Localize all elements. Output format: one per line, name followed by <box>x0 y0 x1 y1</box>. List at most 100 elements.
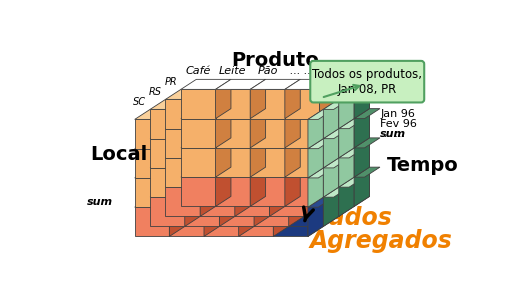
Polygon shape <box>250 167 300 177</box>
Polygon shape <box>254 168 289 197</box>
Polygon shape <box>200 187 235 217</box>
Polygon shape <box>354 109 370 148</box>
Polygon shape <box>354 138 370 177</box>
Polygon shape <box>170 207 204 236</box>
Polygon shape <box>219 158 235 197</box>
Polygon shape <box>181 79 231 89</box>
Polygon shape <box>274 197 323 207</box>
Polygon shape <box>354 167 370 206</box>
Polygon shape <box>204 139 254 149</box>
Polygon shape <box>204 168 254 178</box>
Polygon shape <box>235 177 285 187</box>
Polygon shape <box>304 177 320 217</box>
Polygon shape <box>320 109 370 119</box>
Polygon shape <box>181 148 216 177</box>
Text: sum: sum <box>87 197 113 207</box>
Polygon shape <box>235 158 269 187</box>
Polygon shape <box>323 187 339 226</box>
Polygon shape <box>216 148 250 177</box>
Polygon shape <box>285 167 300 206</box>
Polygon shape <box>200 129 235 158</box>
Polygon shape <box>285 138 335 148</box>
Polygon shape <box>254 129 269 168</box>
Polygon shape <box>320 79 370 89</box>
Polygon shape <box>320 138 370 148</box>
Polygon shape <box>323 99 339 139</box>
Text: PR: PR <box>164 77 177 87</box>
Polygon shape <box>170 149 204 178</box>
Polygon shape <box>304 129 339 158</box>
Polygon shape <box>185 187 200 226</box>
Polygon shape <box>274 109 289 149</box>
Polygon shape <box>204 149 239 178</box>
Polygon shape <box>135 178 170 207</box>
Polygon shape <box>200 177 216 217</box>
Text: Pão: Pão <box>257 66 278 76</box>
Polygon shape <box>181 109 231 119</box>
Polygon shape <box>269 89 320 99</box>
Polygon shape <box>269 158 304 187</box>
Text: sum: sum <box>324 66 350 76</box>
Polygon shape <box>204 119 239 149</box>
Polygon shape <box>239 197 289 207</box>
Polygon shape <box>181 89 216 119</box>
Text: Produto: Produto <box>232 51 319 70</box>
Polygon shape <box>339 89 354 129</box>
Polygon shape <box>285 167 335 177</box>
Polygon shape <box>304 148 354 158</box>
Polygon shape <box>254 109 289 139</box>
Polygon shape <box>170 119 204 149</box>
Polygon shape <box>320 177 354 206</box>
Polygon shape <box>269 177 320 187</box>
Polygon shape <box>354 109 370 148</box>
Polygon shape <box>135 109 185 119</box>
Polygon shape <box>250 119 285 148</box>
Polygon shape <box>289 109 323 139</box>
Text: Dados: Dados <box>310 206 392 230</box>
Polygon shape <box>269 119 285 158</box>
Polygon shape <box>274 139 323 149</box>
Polygon shape <box>216 79 266 89</box>
Polygon shape <box>250 167 266 206</box>
Polygon shape <box>339 177 364 187</box>
Polygon shape <box>200 158 235 187</box>
Polygon shape <box>308 197 323 236</box>
Polygon shape <box>200 148 216 187</box>
Polygon shape <box>320 119 354 148</box>
Polygon shape <box>254 187 304 197</box>
Polygon shape <box>354 167 380 177</box>
Polygon shape <box>219 197 254 226</box>
Polygon shape <box>216 119 250 148</box>
Polygon shape <box>254 99 304 109</box>
Polygon shape <box>320 148 354 177</box>
Polygon shape <box>185 139 219 168</box>
Text: Fev 96: Fev 96 <box>380 119 417 129</box>
Polygon shape <box>165 129 200 158</box>
Polygon shape <box>304 119 320 158</box>
Polygon shape <box>216 79 231 119</box>
Polygon shape <box>354 79 370 119</box>
Polygon shape <box>235 89 250 129</box>
Polygon shape <box>269 148 285 187</box>
Polygon shape <box>165 187 200 217</box>
Polygon shape <box>185 129 200 168</box>
Polygon shape <box>269 129 304 158</box>
Polygon shape <box>308 109 334 119</box>
Polygon shape <box>274 109 323 119</box>
Polygon shape <box>216 167 231 206</box>
Polygon shape <box>150 197 185 226</box>
Polygon shape <box>354 79 370 119</box>
Polygon shape <box>320 167 370 177</box>
Polygon shape <box>216 138 231 177</box>
Polygon shape <box>354 109 380 119</box>
Polygon shape <box>269 99 304 129</box>
Polygon shape <box>304 99 339 129</box>
Polygon shape <box>170 168 185 207</box>
Polygon shape <box>254 158 269 197</box>
Polygon shape <box>219 129 235 168</box>
Polygon shape <box>320 167 335 206</box>
Polygon shape <box>235 119 250 158</box>
Polygon shape <box>285 79 335 89</box>
Polygon shape <box>239 109 254 149</box>
Polygon shape <box>339 119 354 158</box>
